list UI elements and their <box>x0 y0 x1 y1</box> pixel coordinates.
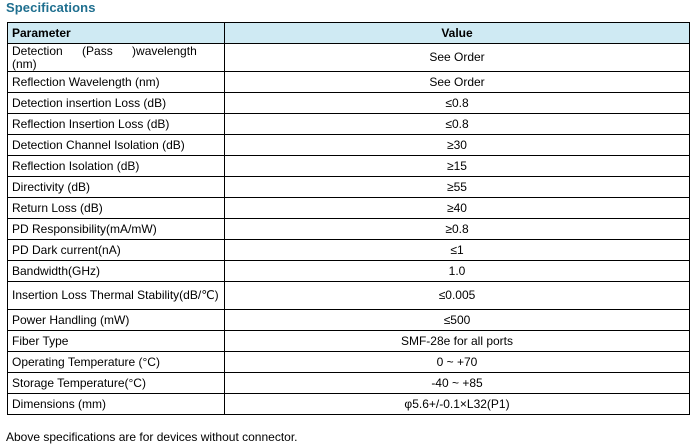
parameter-cell: Operating Temperature (°C) <box>7 351 225 373</box>
table-row: Dimensions (mm) φ5.6+/-0.1×L32(P1) <box>7 393 690 415</box>
parameter-cell: Reflection Insertion Loss (dB) <box>7 113 225 135</box>
value-cell: ≤0.8 <box>224 113 690 135</box>
table-row: Insertion Loss Thermal Stability(dB/℃) ≤… <box>7 281 690 310</box>
table-row: PD Responsibility(mA/mW) ≥0.8 <box>7 218 690 240</box>
table-row: Directivity (dB) ≥55 <box>7 176 690 198</box>
table-row: Bandwidth(GHz) 1.0 <box>7 260 690 282</box>
value-cell: ≥30 <box>224 134 690 156</box>
column-header-value: Value <box>224 22 690 44</box>
parameter-cell: Insertion Loss Thermal Stability(dB/℃) <box>7 281 225 310</box>
parameter-cell: Reflection Isolation (dB) <box>7 155 225 177</box>
value-cell: 0 ~ +70 <box>224 351 690 373</box>
parameter-cell: Bandwidth(GHz) <box>7 260 225 282</box>
section-title: Specifications <box>6 0 96 15</box>
value-cell: ≤0.005 <box>224 281 690 310</box>
table-row: Reflection Isolation (dB) ≥15 <box>7 155 690 177</box>
value-cell: SMF-28e for all ports <box>224 330 690 352</box>
table-row: Fiber Type SMF-28e for all ports <box>7 330 690 352</box>
parameter-cell: Fiber Type <box>7 330 225 352</box>
parameter-cell: PD Dark current(nA) <box>7 239 225 261</box>
table-row: Detection (Pass )wavelength (nm) See Ord… <box>7 43 690 72</box>
parameter-cell: Power Handling (mW) <box>7 309 225 331</box>
value-cell: See Order <box>224 43 690 72</box>
value-cell: See Order <box>224 71 690 93</box>
table-row: Operating Temperature (°C) 0 ~ +70 <box>7 351 690 373</box>
value-cell: φ5.6+/-0.1×L32(P1) <box>224 393 690 415</box>
table-header-row: Parameter Value <box>7 22 690 44</box>
table-row: Storage Temperature(°C) -40 ~ +85 <box>7 372 690 394</box>
value-cell: ≥55 <box>224 176 690 198</box>
table-row: Reflection Insertion Loss (dB) ≤0.8 <box>7 113 690 135</box>
value-cell: ≥0.8 <box>224 218 690 240</box>
footnote: Above specifications are for devices wit… <box>6 430 298 444</box>
parameter-cell: Directivity (dB) <box>7 176 225 198</box>
value-cell: -40 ~ +85 <box>224 372 690 394</box>
table-row: Detection insertion Loss (dB) ≤0.8 <box>7 92 690 114</box>
table-row: Power Handling (mW) ≤500 <box>7 309 690 331</box>
table-row: Reflection Wavelength (nm) See Order <box>7 71 690 93</box>
value-cell: ≤1 <box>224 239 690 261</box>
value-cell: ≤500 <box>224 309 690 331</box>
parameter-cell: Detection Channel Isolation (dB) <box>7 134 225 156</box>
value-cell: ≤0.8 <box>224 92 690 114</box>
parameter-cell: Reflection Wavelength (nm) <box>7 71 225 93</box>
parameter-cell: Detection insertion Loss (dB) <box>7 92 225 114</box>
parameter-cell: Dimensions (mm) <box>7 393 225 415</box>
specifications-table: Parameter Value Detection (Pass )wavelen… <box>7 22 690 415</box>
value-cell: ≥40 <box>224 197 690 219</box>
parameter-cell: PD Responsibility(mA/mW) <box>7 218 225 240</box>
value-cell: 1.0 <box>224 260 690 282</box>
table-row: Return Loss (dB) ≥40 <box>7 197 690 219</box>
parameter-cell: Storage Temperature(°C) <box>7 372 225 394</box>
column-header-parameter: Parameter <box>7 22 225 44</box>
value-cell: ≥15 <box>224 155 690 177</box>
table-row: Detection Channel Isolation (dB) ≥30 <box>7 134 690 156</box>
parameter-cell: Return Loss (dB) <box>7 197 225 219</box>
parameter-cell: Detection (Pass )wavelength (nm) <box>7 43 225 72</box>
table-row: PD Dark current(nA) ≤1 <box>7 239 690 261</box>
